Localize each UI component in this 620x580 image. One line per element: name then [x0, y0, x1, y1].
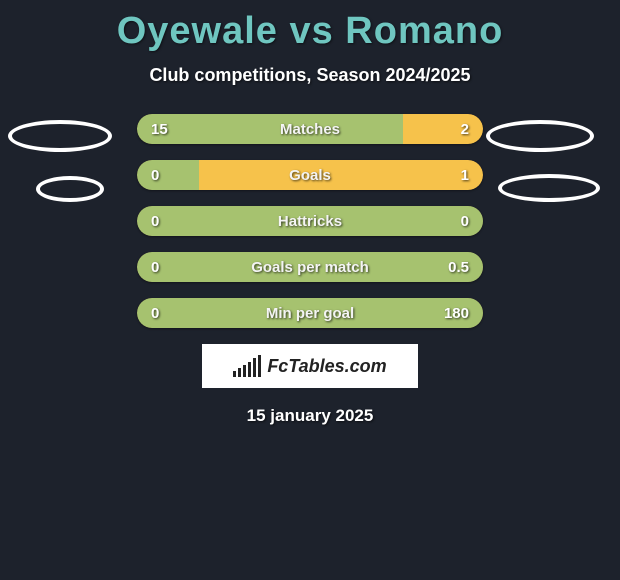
site-logo: FcTables.com [202, 344, 418, 388]
fill-left [137, 252, 483, 282]
stat-row: 01Goals [137, 160, 483, 190]
stat-row: 0180Min per goal [137, 298, 483, 328]
stat-row: 00Hattricks [137, 206, 483, 236]
value-left: 0 [137, 160, 173, 190]
value-left: 0 [137, 298, 173, 328]
comparison-chart: 152Matches01Goals00Hattricks00.5Goals pe… [137, 114, 483, 328]
logo-text: FcTables.com [267, 356, 386, 377]
page-title: Oyewale vs Romano [0, 0, 620, 53]
decor-ellipse [8, 120, 112, 152]
date-label: 15 january 2025 [0, 406, 620, 426]
value-left: 15 [137, 114, 182, 144]
decor-ellipse [498, 174, 600, 202]
stat-row: 00.5Goals per match [137, 252, 483, 282]
value-right: 0.5 [434, 252, 483, 282]
value-right: 180 [430, 298, 483, 328]
value-left: 0 [137, 252, 173, 282]
value-left: 0 [137, 206, 173, 236]
decor-ellipse [36, 176, 104, 202]
logo-bars-icon [233, 355, 261, 377]
subtitle: Club competitions, Season 2024/2025 [0, 65, 620, 86]
value-right: 0 [447, 206, 483, 236]
fill-right [199, 160, 483, 190]
value-right: 2 [447, 114, 483, 144]
fill-left [137, 206, 483, 236]
value-right: 1 [447, 160, 483, 190]
stat-row: 152Matches [137, 114, 483, 144]
decor-ellipse [486, 120, 594, 152]
